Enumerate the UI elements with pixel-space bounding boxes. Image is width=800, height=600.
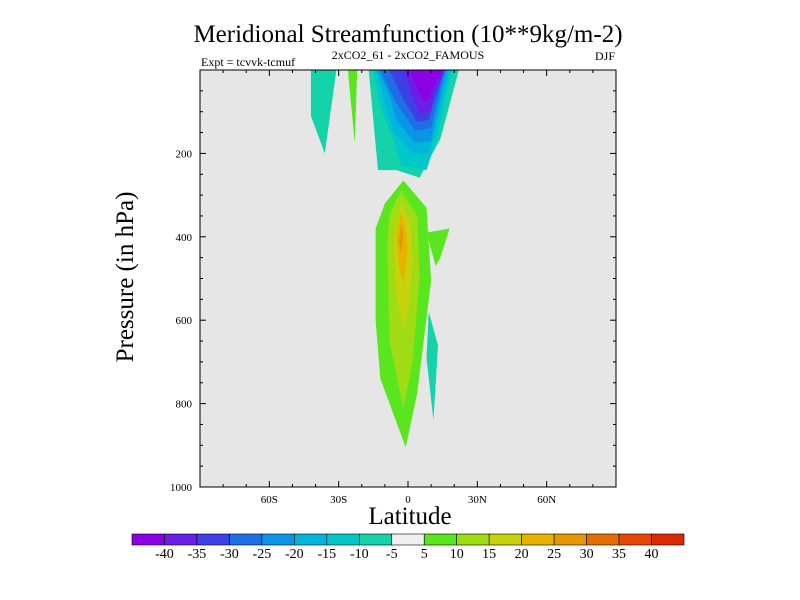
colorbar-swatch (229, 533, 263, 546)
colorbar-label: -25 (253, 547, 272, 562)
colorbar-label: -35 (188, 547, 207, 562)
colorbar-swatch (294, 533, 328, 546)
colorbar-label: -10 (350, 547, 369, 562)
comparison-label: 2xCO2_61 - 2xCO2_FAMOUS (332, 48, 484, 62)
colorbar-label: 25 (547, 547, 561, 562)
contour-regions (310, 70, 459, 448)
contour-region (398, 224, 404, 254)
colorbar-label: -20 (285, 547, 304, 562)
colorbar-label: -30 (220, 547, 239, 562)
colorbar-label: -15 (317, 547, 336, 562)
colorbar-swatch (261, 533, 295, 546)
colorbar-swatch (358, 533, 393, 546)
chart-title: Meridional Streamfunction (10**9kg/m-2) (193, 21, 622, 48)
colorbar-label: 20 (515, 547, 529, 562)
colorbar-swatch (553, 533, 587, 546)
colorbar-label: -40 (155, 547, 174, 562)
colorbar-swatch (488, 533, 522, 546)
x-axis-ticks: 60S 30S 0 30N 60N (222, 70, 594, 506)
colorbar: -40 -35 -30 -25 -20 -15 -10 -5 5 10 15 20 25 30 35 40 (131, 533, 685, 562)
colorbar-swatch (196, 533, 230, 546)
colorbar-swatch (164, 533, 198, 546)
contour-region (310, 70, 337, 154)
plot-frame (199, 69, 617, 488)
y-tick-label: 800 (176, 399, 193, 411)
experiment-label: Expt = tcvvk-tcmuf (201, 55, 295, 69)
colorbar-label: 5 (421, 547, 428, 562)
y-axis-title: Pressure (in hPa) (112, 192, 139, 363)
colorbar-swatch (586, 533, 620, 546)
x-axis-title: Latitude (368, 503, 451, 530)
colorbar-swatch (521, 533, 555, 546)
y-tick-label: 600 (176, 315, 193, 327)
x-tick-label: 30N (468, 494, 487, 506)
colorbar-label: 35 (612, 547, 626, 562)
colorbar-swatch (618, 533, 652, 546)
y-tick-label: 400 (176, 232, 193, 244)
contour-region (426, 311, 438, 421)
x-tick-label: 30S (330, 494, 347, 506)
colorbar-swatch (423, 533, 458, 546)
x-tick-label: 60N (537, 494, 556, 506)
y-tick-label: 200 (176, 148, 193, 160)
colorbar-swatch (456, 533, 490, 546)
contour-region (347, 70, 358, 143)
colorbar-swatch (326, 533, 360, 546)
x-tick-label: 60S (261, 494, 278, 506)
colorbar-swatch (391, 533, 425, 546)
colorbar-swatch (131, 533, 165, 546)
x-tick-label: 0 (405, 494, 411, 506)
colorbar-label: 10 (450, 547, 464, 562)
contour-region (410, 70, 443, 102)
colorbar-label: 30 (580, 547, 594, 562)
y-tick-label: 1000 (170, 482, 193, 494)
season-label: DJF (595, 49, 615, 63)
colorbar-swatch (651, 533, 685, 546)
colorbar-label: 15 (482, 547, 496, 562)
colorbar-label: 40 (645, 547, 659, 562)
colorbar-label: -5 (386, 547, 398, 562)
contour-region (426, 228, 450, 266)
contour-region (396, 211, 408, 283)
